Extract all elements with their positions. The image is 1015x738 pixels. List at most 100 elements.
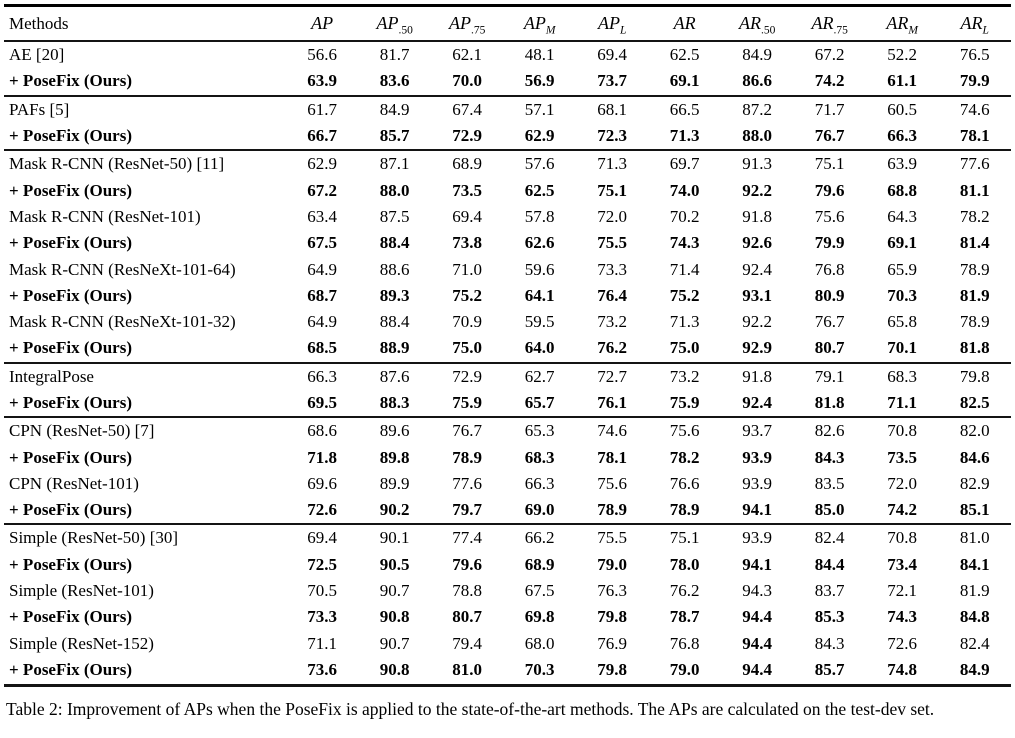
metric-cell: 77.6 [938, 149, 1011, 178]
metric-cell: 64.1 [524, 285, 555, 305]
metric-cell: 67.5 [524, 581, 555, 601]
metric-cell: 73.6 [307, 659, 338, 679]
method-cell: CPN (ResNet-101) [9, 473, 139, 493]
metric-cell: 70.2 [669, 206, 700, 226]
table-row: + PoseFix (Ours) 69.5 88.3 75.9 65.7 76.1 75.9… [4, 390, 1011, 417]
metric-cell: 80.7 [452, 607, 483, 627]
metric-cell: 64.3 [887, 206, 918, 226]
metric-cell: 57.8 [524, 206, 555, 226]
metric-cell: 62.5 [669, 45, 700, 65]
metric-cell: 93.9 [720, 523, 794, 552]
metric-cell: 67.2 [307, 180, 338, 200]
metric-cell: 78.2 [669, 447, 700, 467]
method-cell: AE [20] [9, 45, 65, 65]
metric-cell: 91.8 [720, 361, 794, 390]
metric-cell: 71.0 [452, 259, 483, 279]
metric-cell: 56.9 [524, 71, 555, 91]
metric-cell: 74.3 [669, 233, 700, 253]
metric-cell: 72.6 [887, 633, 918, 653]
metric-cell: 66.3 [285, 361, 359, 390]
column-header-ar.50: AR.50 [720, 5, 794, 42]
metric-cell: 82.4 [959, 633, 990, 653]
metric-cell: 64.9 [307, 259, 338, 279]
metric-cell: 66.7 [307, 126, 338, 146]
metric-cell: 70.8 [865, 416, 939, 445]
method-cell: Mask R-CNN (ResNeXt-101-32) [9, 312, 236, 332]
table-row: + PoseFix (Ours) 68.5 88.9 75.0 64.0 76.2 75.0… [4, 335, 1011, 362]
metric-cell: 90.1 [358, 523, 431, 552]
metric-cell: 64.9 [307, 312, 338, 332]
metric-cell: 63.9 [865, 149, 939, 178]
method-cell: + PoseFix (Ours) [9, 500, 133, 520]
metric-cell: 67.5 [307, 233, 338, 253]
metric-cell: 68.9 [524, 554, 555, 574]
metric-cell: 65.9 [887, 259, 918, 279]
metric-cell: 85.1 [959, 500, 990, 520]
metric-cell: 82.4 [793, 523, 866, 552]
metric-cell: 76.6 [669, 473, 700, 493]
metric-cell: 80.9 [814, 285, 845, 305]
metric-cell: 79.4 [452, 633, 483, 653]
metric-cell: 62.5 [524, 180, 555, 200]
table-row: Simple (ResNet-50) [30] 69.4 90.1 77.4 66.2 7… [4, 523, 1011, 552]
metric-cell: 78.9 [959, 259, 990, 279]
metric-cell: 90.7 [379, 633, 410, 653]
metric-cell: 69.6 [307, 473, 338, 493]
metric-cell: 88.4 [379, 312, 410, 332]
metric-cell: 73.3 [307, 607, 338, 627]
metric-cell: 81.0 [452, 659, 483, 679]
metric-cell: 94.1 [742, 500, 773, 520]
metric-cell: 79.7 [452, 500, 483, 520]
metric-cell: 75.1 [597, 180, 628, 200]
table-caption: Table 2: Improvement of APs when the Pos… [6, 698, 935, 719]
metric-cell: 75.6 [597, 473, 628, 493]
metric-cell: 70.9 [452, 312, 483, 332]
metric-cell: 72.3 [597, 126, 628, 146]
metric-cell: 66.3 [887, 126, 918, 146]
metric-cell: 72.0 [887, 473, 918, 493]
method-cell: Mask R-CNN (ResNet-50) [11] [4, 149, 286, 178]
metric-cell: 79.8 [597, 607, 628, 627]
metric-cell: 75.9 [452, 393, 483, 412]
metric-cell: 76.5 [959, 45, 990, 65]
metric-cell: 85.0 [814, 500, 845, 520]
table-row: + PoseFix (Ours) 66.7 85.7 72.9 62.9 72.3 71.3… [4, 123, 1011, 150]
metric-cell: 78.1 [597, 447, 628, 467]
table-row: + PoseFix (Ours) 73.3 90.8 80.7 69.8 79.8 78.7… [4, 604, 1011, 630]
metric-cell: 93.1 [742, 285, 773, 305]
table-row: + PoseFix (Ours) 72.6 90.2 79.7 69.0 78.9 78.9… [4, 497, 1011, 524]
metric-cell: 73.7 [597, 71, 628, 91]
table-body: AE [20] 56.6 81.7 62.1 48.1 69.4 62.5 84.9 67.2 5… [4, 41, 1011, 683]
metric-cell: 66.3 [524, 473, 555, 493]
metric-cell: 88.4 [379, 233, 410, 253]
metric-cell: 66.5 [648, 94, 721, 123]
metric-cell: 87.1 [358, 149, 431, 178]
metric-cell: 59.5 [524, 312, 555, 332]
column-header-arl: ARL [938, 5, 1011, 42]
table-row: + PoseFix (Ours) 68.7 89.3 75.2 64.1 76.4 75.2… [4, 283, 1011, 309]
metric-cell: 74.8 [887, 659, 918, 679]
table-row: Mask R-CNN (ResNet-101) 63.4 87.5 69.4 57.8 7… [4, 204, 1011, 230]
metric-cell: 85.3 [814, 607, 845, 627]
metric-cell: 52.2 [887, 45, 918, 65]
table-row: IntegralPose 66.3 87.6 72.9 62.7 72.7 73.2 91.8… [4, 361, 1011, 390]
metric-cell: 88.0 [379, 180, 410, 200]
metric-cell: 75.1 [793, 149, 866, 178]
metric-cell: 73.4 [887, 554, 918, 574]
metric-cell: 74.2 [814, 71, 845, 91]
metric-cell: 75.6 [648, 416, 721, 445]
metric-cell: 71.3 [669, 312, 700, 332]
metric-cell: 90.8 [379, 607, 410, 627]
metric-cell: 61.7 [285, 94, 359, 123]
table-bottom-rule [4, 683, 1011, 687]
metric-cell: 57.1 [503, 94, 576, 123]
metric-cell: 78.2 [959, 206, 990, 226]
metric-cell: 74.6 [575, 416, 649, 445]
method-cell: + PoseFix (Ours) [9, 180, 133, 200]
metric-cell: 79.9 [814, 233, 845, 253]
table-row: + PoseFix (Ours) 72.5 90.5 79.6 68.9 79.0 78.0… [4, 552, 1011, 578]
metric-cell: 71.3 [669, 126, 700, 146]
metric-cell: 72.7 [575, 361, 649, 390]
metric-cell: 72.9 [430, 361, 504, 390]
metric-cell: 68.7 [307, 285, 338, 305]
